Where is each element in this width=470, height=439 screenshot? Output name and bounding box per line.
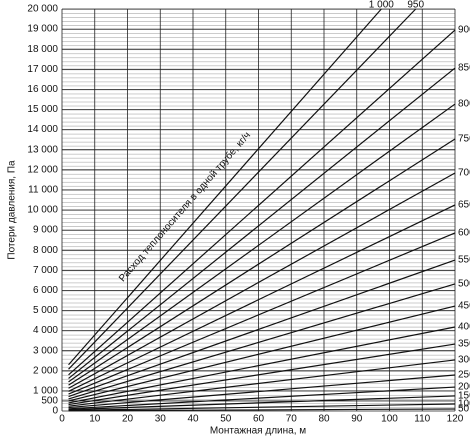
x-tick-label: 110 bbox=[414, 414, 430, 425]
x-tick-label: 30 bbox=[155, 414, 167, 425]
y-tick-label: 19 000 bbox=[27, 24, 58, 35]
series-line bbox=[68, 374, 456, 409]
y-tick-label: 5 000 bbox=[33, 305, 58, 316]
series-label: 500 bbox=[458, 279, 470, 290]
x-tick-label: 40 bbox=[187, 414, 199, 425]
series-label: 1 000 bbox=[369, 0, 394, 11]
series-line bbox=[68, 408, 456, 412]
series-label: 700 bbox=[458, 168, 470, 179]
series-line bbox=[68, 29, 456, 376]
x-tick-label: 50 bbox=[220, 414, 232, 425]
y-tick-label: 0 bbox=[52, 406, 58, 417]
y-tick-label: 13 000 bbox=[27, 144, 58, 155]
series-line bbox=[68, 103, 456, 383]
y-axis-title: Потери давления, Па bbox=[7, 160, 18, 260]
y-tick-label: 18 000 bbox=[27, 44, 58, 55]
y-tick-label: 17 000 bbox=[27, 64, 58, 75]
series-label: 250 bbox=[458, 370, 470, 381]
series-line bbox=[68, 326, 456, 404]
series-label: 750 bbox=[458, 134, 470, 145]
y-tick-label: 500 bbox=[41, 396, 58, 407]
x-tick-label: 120 bbox=[447, 414, 464, 425]
y-tick-label: 6 000 bbox=[33, 285, 58, 296]
x-tick-label: 90 bbox=[351, 414, 363, 425]
series-line bbox=[68, 259, 456, 398]
y-tick-label: 16 000 bbox=[27, 84, 58, 95]
x-tick-label: 20 bbox=[122, 414, 134, 425]
series-line bbox=[68, 204, 456, 392]
series-label: 350 bbox=[458, 339, 470, 350]
series-label: 450 bbox=[458, 301, 470, 312]
x-axis-title: Монтажная длина, м bbox=[210, 426, 306, 437]
y-tick-label: 20 000 bbox=[27, 4, 58, 15]
x-tick-label: 10 bbox=[89, 414, 101, 425]
y-tick-label: 7 000 bbox=[33, 265, 58, 276]
x-tick-label: 70 bbox=[286, 414, 298, 425]
y-tick-label: 12 000 bbox=[27, 164, 58, 175]
series-line bbox=[68, 232, 456, 395]
y-tick-label: 3 000 bbox=[33, 345, 58, 356]
series-line bbox=[68, 8, 417, 370]
series-line bbox=[68, 172, 456, 389]
series-label: 300 bbox=[458, 355, 470, 366]
series-label: 200 bbox=[458, 382, 470, 393]
series-label: 650 bbox=[458, 200, 470, 211]
y-tick-label: 15 000 bbox=[27, 104, 58, 115]
y-tick-label: 14 000 bbox=[27, 124, 58, 135]
x-tick-label: 100 bbox=[381, 414, 398, 425]
series-line bbox=[68, 67, 456, 379]
series-label: 800 bbox=[458, 99, 470, 110]
y-tick-label: 11 000 bbox=[28, 185, 58, 196]
x-tick-label: 60 bbox=[253, 414, 265, 425]
y-tick-label: 8 000 bbox=[33, 245, 58, 256]
series-line bbox=[68, 8, 382, 366]
series-line bbox=[68, 403, 456, 411]
x-tick-label: 0 bbox=[59, 414, 65, 425]
series-label: 950 bbox=[407, 0, 424, 11]
series-label: 900 bbox=[458, 25, 470, 36]
series-label: 50 bbox=[458, 404, 470, 415]
series-line bbox=[68, 395, 456, 411]
series-line bbox=[68, 343, 456, 406]
series-label: 150 bbox=[458, 391, 470, 402]
series-line bbox=[68, 386, 456, 410]
series-label: 100 bbox=[458, 399, 470, 410]
y-tick-label: 1 000 bbox=[33, 386, 58, 397]
series-line bbox=[68, 305, 456, 402]
x-tick-label: 80 bbox=[318, 414, 330, 425]
y-tick-label: 9 000 bbox=[33, 225, 58, 236]
series-line bbox=[68, 138, 456, 386]
series-label: 600 bbox=[458, 228, 470, 239]
series-label: 400 bbox=[458, 322, 470, 333]
series-label: 850 bbox=[458, 63, 470, 74]
y-tick-label: 4 000 bbox=[33, 325, 58, 336]
y-tick-label: 10 000 bbox=[27, 205, 58, 216]
series-label: 550 bbox=[458, 255, 470, 266]
series-line bbox=[68, 359, 456, 407]
y-tick-label: 2 000 bbox=[33, 365, 58, 376]
series-line bbox=[68, 283, 456, 400]
